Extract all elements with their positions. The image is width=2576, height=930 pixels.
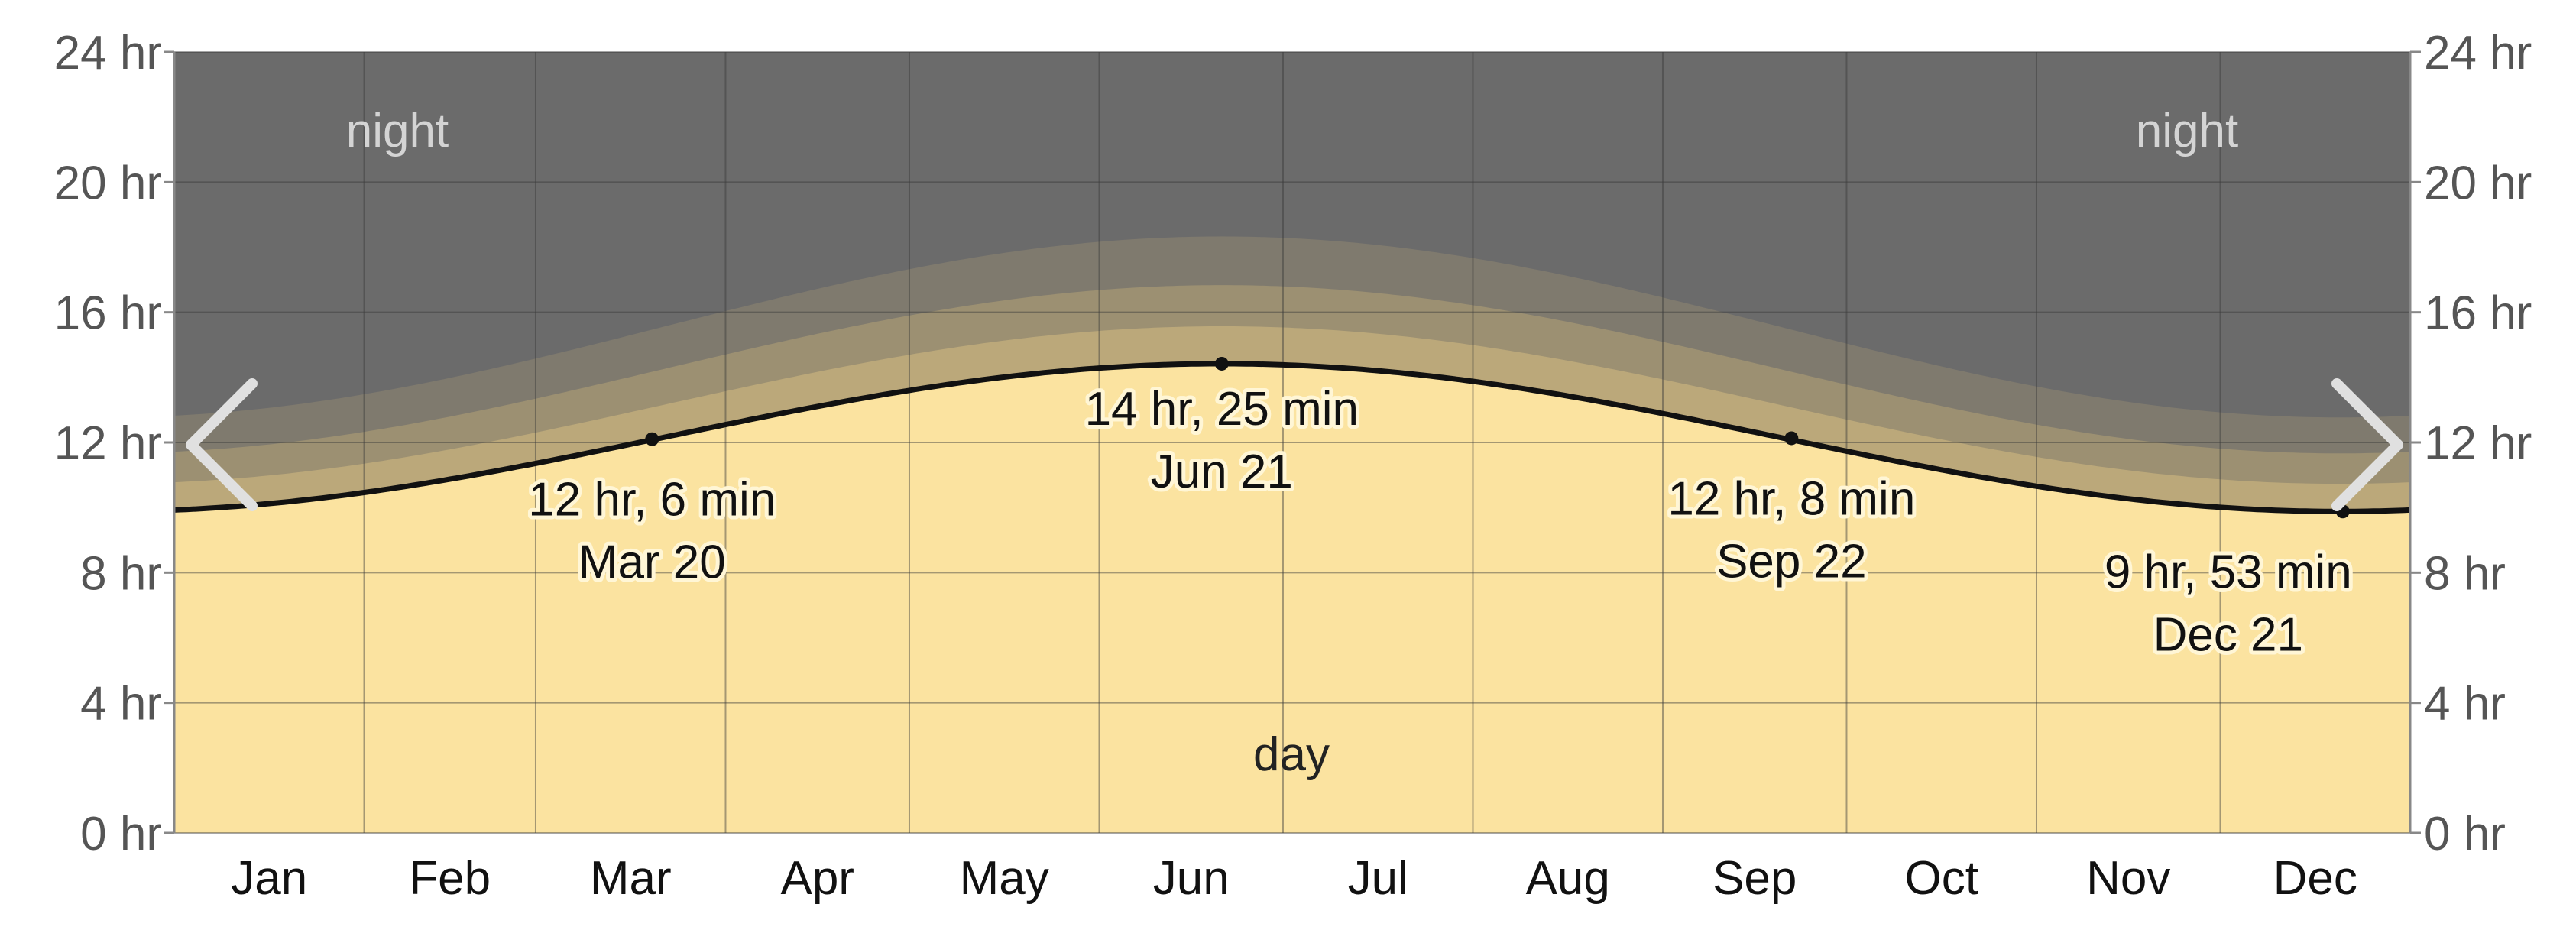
- month-label: Jul: [1348, 852, 1408, 905]
- night-label: night: [2136, 105, 2238, 157]
- annotation-point: [1784, 431, 1799, 446]
- daylight-line: [174, 361, 2410, 514]
- y-tick-label-right: 4 hr: [2424, 678, 2506, 731]
- y-tick-label-left: 12 hr: [54, 417, 162, 470]
- annotation-value: 9 hr, 53 min: [2105, 546, 2352, 598]
- annotation-date: Mar 20: [578, 536, 726, 589]
- plot-area: [174, 51, 2410, 834]
- month-label: Nov: [2086, 852, 2170, 905]
- month-label: Jun: [1153, 852, 1230, 905]
- prev-button[interactable]: [186, 378, 258, 511]
- next-button[interactable]: [2331, 378, 2403, 511]
- chevron-right-icon: [2331, 378, 2403, 511]
- left-y-axis: 0 hr 4 hr 8 hr 12 hr 16 hr 20 hr 24 hr: [54, 27, 176, 860]
- y-tick-label-right: 8 hr: [2424, 547, 2506, 600]
- y-tick-label-left: 4 hr: [80, 678, 162, 731]
- month-label: Mar: [590, 852, 672, 905]
- x-axis: Jan Feb Mar Apr May Jun Jul Aug Sep Oct Nov Dec: [231, 852, 2357, 905]
- annotation-value: 12 hr, 6 min: [528, 474, 776, 527]
- annotation-date: Sep 22: [1716, 535, 1867, 588]
- right-y-axis: 0 hr 4 hr 8 hr 12 hr 16 hr 20 hr 24 hr: [2409, 27, 2532, 860]
- y-tick-label-right: 0 hr: [2424, 808, 2506, 860]
- annotation-date: Dec 21: [2153, 608, 2303, 661]
- day-label: day: [1253, 728, 1330, 781]
- y-tick-label-left: 20 hr: [54, 157, 162, 209]
- annotation-value: 14 hr, 25 min: [1085, 383, 1359, 436]
- month-label: Feb: [409, 852, 491, 905]
- month-label: Sep: [1712, 852, 1797, 905]
- annotation-point: [1214, 356, 1229, 371]
- month-label: Jan: [231, 852, 307, 905]
- y-tick-label-right: 24 hr: [2424, 27, 2532, 79]
- month-label: Apr: [780, 852, 854, 905]
- y-tick-label-right: 20 hr: [2424, 157, 2532, 209]
- y-tick-label-right: 12 hr: [2424, 417, 2532, 470]
- y-tick-label-left: 24 hr: [54, 27, 162, 79]
- y-tick-label-right: 16 hr: [2424, 287, 2532, 340]
- day-area: [174, 363, 2410, 833]
- y-tick-label-left: 0 hr: [80, 808, 162, 860]
- night-label: night: [346, 105, 449, 157]
- chevron-left-icon: [186, 378, 258, 511]
- annotations: 12 hr, 6 min Mar 20 14 hr, 25 min Jun 21 12 …: [524, 356, 2356, 665]
- month-label: Oct: [1905, 852, 1978, 905]
- month-label: Dec: [2273, 852, 2357, 905]
- month-label: Aug: [1526, 852, 1610, 905]
- y-tick-label-left: 8 hr: [80, 547, 162, 600]
- annotation-value: 12 hr, 8 min: [1667, 472, 1915, 525]
- y-tick-label-left: 16 hr: [54, 287, 162, 340]
- month-label: May: [960, 852, 1049, 905]
- annotation-point: [645, 432, 659, 446]
- annotation-date: Jun 21: [1151, 446, 1293, 498]
